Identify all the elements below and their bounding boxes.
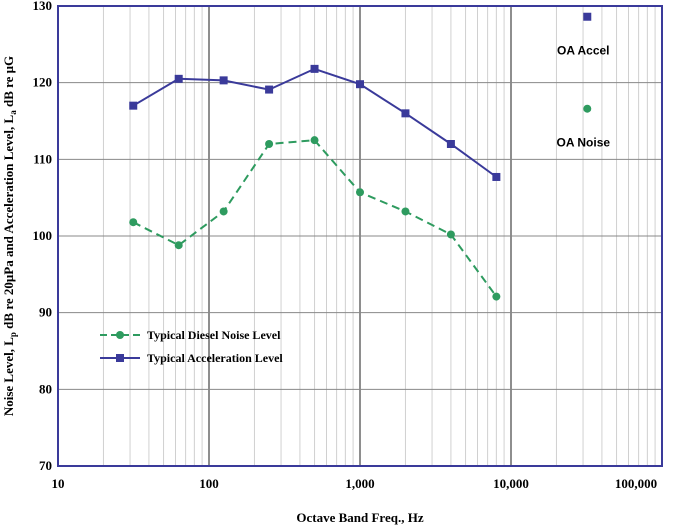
series-1-point [401,207,410,216]
series-1-point [446,230,455,239]
legend-marker [116,354,124,362]
series-1-point [219,207,228,216]
oa-noise-marker [583,104,592,113]
y-tick-label: 120 [33,75,53,90]
series-2-point [356,80,364,89]
x-axis-title: Octave Band Freq., Hz [296,510,423,525]
y-axis-title-part: dB re 20μPa and Acceleration Level, L [1,114,16,332]
x-tick-label: 100 [199,476,219,491]
y-axis-title-part: Noise Level, L [1,337,16,416]
y-tick-label: 80 [39,381,52,396]
series-1-point [174,241,183,250]
legend-label: Typical Acceleration Level [147,351,283,365]
legend: Typical Diesel Noise Level Typical Accele… [100,328,283,365]
series-1-point [492,292,501,301]
series-2-point [174,74,183,83]
series-2-point [129,101,138,110]
y-tick-label: 110 [33,151,52,166]
x-tick-label: 1,000 [345,476,374,491]
y-axis-title-part: dB re μG [1,56,16,110]
annotation-label: OA Accel [557,44,609,58]
series-2-point [265,85,274,94]
series-layer [129,64,501,301]
y-tick-label: 130 [33,0,53,13]
y-tick-label: 90 [39,305,52,320]
y-tick-label: 100 [33,228,53,243]
y-axis-title-part: a [8,110,18,115]
oa-accel-marker [583,12,592,21]
series-2-point [401,109,410,118]
series-1-point [310,136,319,145]
x-tick-label: 10 [52,476,65,491]
y-tick-label: 70 [39,458,52,473]
legend-marker [116,331,124,339]
x-tick-label: 100,000 [615,476,657,491]
x-tick-label: 10,000 [493,476,529,491]
series-1-point [265,140,274,148]
y-tick-labels: 70 80 90 100 110 120 130 [33,0,53,473]
series-2-point [492,172,501,181]
series-1-point [129,218,138,227]
series-2-point [446,140,455,148]
x-tick-labels: 10 100 1,000 10,000 100,000 [52,476,658,491]
annotation-label: OA Noise [556,136,610,150]
annotation-layer: OA Accel OA Noise [556,12,610,150]
plot-area-frame [57,5,663,467]
y-axis-title-part: p [8,332,18,337]
series-1-point [356,188,364,197]
series-2-point [310,64,319,73]
series-2-point [219,76,228,85]
legend-label: Typical Diesel Noise Level [147,328,281,342]
y-axis-title: Noise Level, Lp dB re 20μPa and Accelera… [1,56,18,416]
